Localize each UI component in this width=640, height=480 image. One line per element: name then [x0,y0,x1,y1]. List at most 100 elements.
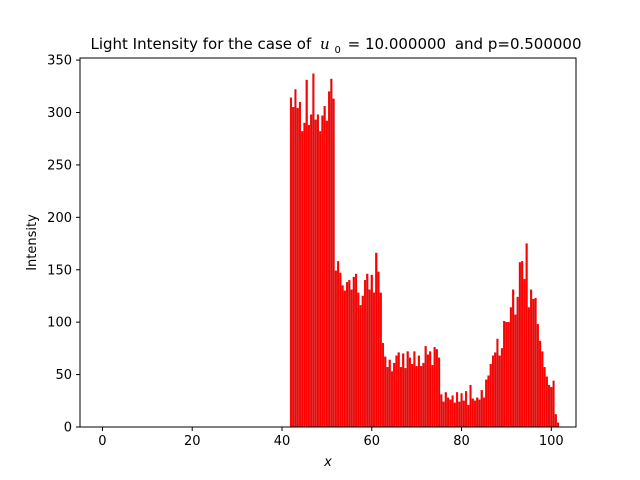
bar [303,122,306,428]
x-axis-label: x [323,455,332,470]
bar [415,366,418,428]
title-prefix: Light Intensity for the case of [90,35,311,53]
bar [462,400,465,428]
bar [447,397,450,428]
bar [334,270,337,428]
bar [366,273,369,428]
bar [330,78,333,428]
bar [514,314,517,428]
bar [469,384,472,428]
bar [361,295,364,428]
bar [404,368,407,428]
bar [438,357,441,428]
bar [363,280,367,428]
bar [377,271,380,428]
bar [550,387,553,428]
bar [359,305,362,428]
bar [294,89,297,428]
bar [384,356,387,428]
bar [343,290,346,428]
bar [554,414,557,428]
bar [388,359,391,428]
bar [460,393,463,428]
bar [397,352,400,428]
x-tick-label: 100 [539,434,564,449]
y-tick-label: 100 [47,316,72,331]
bar [346,282,349,428]
y-tick-label: 50 [55,368,72,383]
bar [314,119,317,428]
bar [440,394,443,428]
y-axis-label: Intensity [25,214,40,271]
bar [451,395,454,428]
bar [312,73,315,428]
bar [471,398,474,428]
bar [381,342,385,428]
bar [375,252,378,428]
bar [413,351,416,428]
y-axis-ticks: 0 50 100 150 200 250 300 350 [47,54,80,436]
bar [500,348,503,428]
bar [489,363,492,428]
bar [408,357,411,428]
title-u-value: = 10.000000 [348,35,446,53]
bar [339,272,342,428]
bar [429,351,432,428]
bar [390,371,394,428]
bar [485,379,488,428]
bar [292,107,295,428]
x-tick-label: 20 [184,434,201,449]
bar [509,307,512,428]
bar [298,101,301,428]
bar [442,401,445,428]
bar [431,364,434,428]
bar [296,108,299,428]
x-tick-label: 0 [98,434,106,449]
bar [525,243,528,428]
bar [325,120,328,428]
bar [337,261,340,428]
bar [532,298,535,428]
y-tick-label: 0 [64,421,72,436]
bar [521,261,524,428]
bar [507,322,510,428]
bar [301,131,304,428]
bar [348,280,351,428]
bar [530,289,533,428]
bar [424,346,427,428]
bar [518,262,521,428]
bar [523,279,526,428]
bar [332,98,335,428]
bar [341,285,344,428]
y-tick-label: 200 [47,211,72,226]
bar [478,399,481,428]
bar [491,355,495,428]
bar [496,338,499,428]
bar [541,351,544,428]
bar [406,351,409,428]
bar [310,114,313,428]
bar [498,355,501,428]
bar [444,392,447,428]
bar [552,380,555,428]
bar [505,322,508,428]
bar [328,91,331,428]
bar [422,362,425,428]
bar [473,400,477,428]
title-u-symbol: u [320,35,330,53]
bar [417,355,420,428]
bar [455,392,459,428]
bar [350,289,353,428]
bar [321,115,324,428]
bar [536,324,539,428]
x-tick-label: 40 [274,434,291,449]
y-tick-label: 300 [47,106,72,121]
bar [539,340,542,428]
bar [393,362,396,428]
bar [545,376,548,428]
bar [482,397,486,428]
bar [370,274,373,428]
plot-frame [79,57,577,428]
